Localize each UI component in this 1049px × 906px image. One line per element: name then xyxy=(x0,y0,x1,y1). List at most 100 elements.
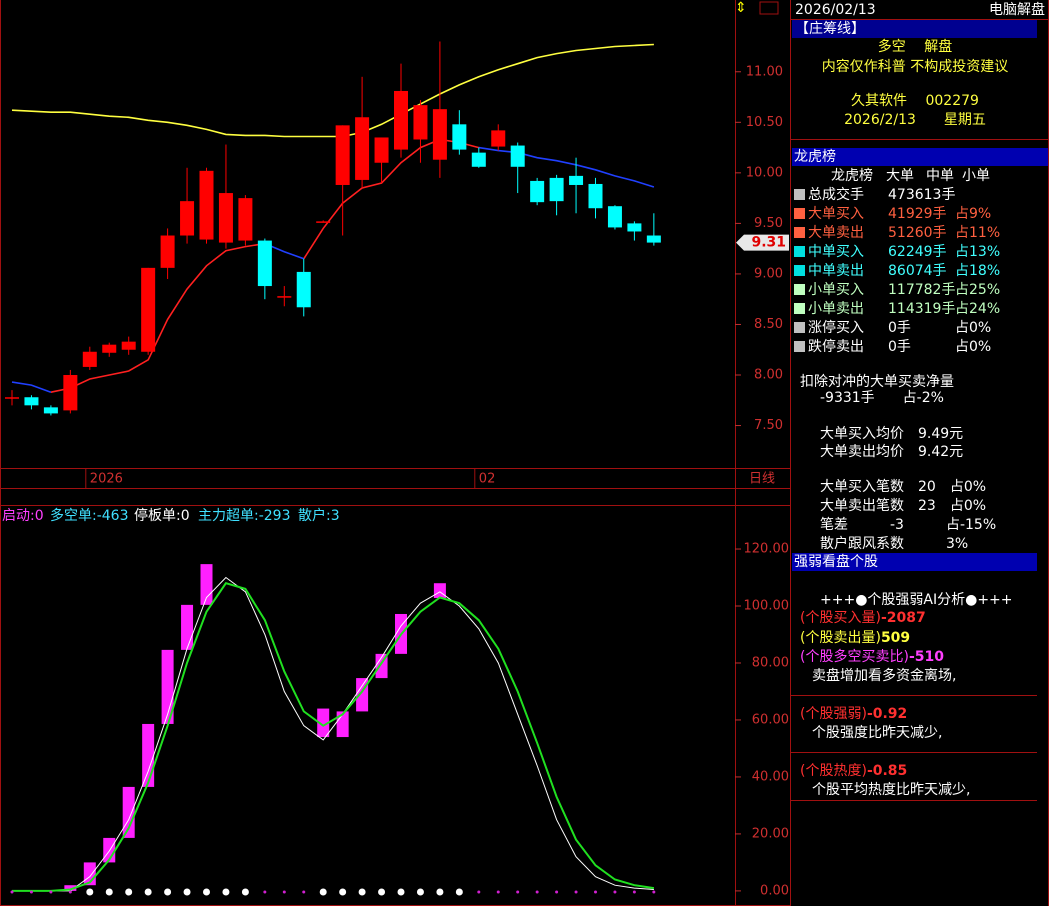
signal-dot xyxy=(496,890,500,894)
window-button[interactable] xyxy=(759,1,779,15)
row-label: 总成交手 xyxy=(808,186,864,203)
signal-dot xyxy=(29,890,33,894)
row-share: 占9% xyxy=(955,206,991,222)
signal-dot xyxy=(613,890,617,894)
signal-dot xyxy=(164,888,172,896)
legend-entry: 散户:3 xyxy=(298,507,340,524)
signal-dot xyxy=(339,888,347,896)
row-share: 占0% xyxy=(955,339,991,355)
swatch xyxy=(794,284,805,295)
signal-dot xyxy=(516,890,520,894)
panel-text: 内容仅作科普 不构成投资建议 xyxy=(822,58,1008,75)
scroll-icon[interactable]: ⇕ xyxy=(735,0,747,16)
row-label: 中单买入 xyxy=(808,244,864,260)
y-tick-label: 40.00 xyxy=(752,769,789,784)
row-share: 占11% xyxy=(955,225,1000,241)
indicator-line xyxy=(12,582,655,892)
candle-body xyxy=(82,351,97,367)
signal-dot xyxy=(302,890,306,894)
row-value: 86074手 xyxy=(888,263,947,279)
candle-body xyxy=(43,407,58,414)
signal-dot xyxy=(144,888,152,896)
y-tick-label: 80.00 xyxy=(752,655,789,670)
item-value: -0.92 xyxy=(867,706,907,722)
signal-bar xyxy=(433,583,446,599)
candle-body xyxy=(102,344,117,353)
y-tick-label: 60.00 xyxy=(752,712,789,727)
note: 大单买入笔数 20 占0% xyxy=(820,479,986,495)
y-tick-label: 120.00 xyxy=(744,542,790,557)
candle-body xyxy=(413,105,428,140)
signal-dot xyxy=(241,888,249,896)
row-share: 占24% xyxy=(955,301,1000,317)
item-value: -2087 xyxy=(881,610,926,626)
x-tick-label: 2026 xyxy=(90,472,123,487)
ma-line xyxy=(50,138,480,393)
candle-body xyxy=(296,271,311,308)
row-value: 114319手 xyxy=(888,301,955,317)
item-value: -510 xyxy=(909,649,944,665)
row-value: 0手 xyxy=(888,320,911,336)
candle-body xyxy=(549,177,564,202)
y-tick-label: 7.50 xyxy=(754,418,783,433)
panel-text: 多空 解盘 xyxy=(878,38,952,55)
candle-body xyxy=(238,198,253,241)
candle-body xyxy=(277,296,292,298)
signal-dot xyxy=(183,888,191,896)
signal-bar xyxy=(356,678,369,712)
legend-entry: 主力超单:-293 xyxy=(198,508,291,524)
x-tick-label: 02 xyxy=(479,472,496,487)
item-label: (个股卖出量)509 xyxy=(800,630,910,646)
candle-body xyxy=(491,130,506,147)
note: 大单卖出笔数 23 占0% xyxy=(820,498,986,514)
date: 2026/02/13 xyxy=(795,2,876,18)
y-tick-label: 10.50 xyxy=(746,115,783,130)
row-share: 占18% xyxy=(955,263,1000,279)
row-value: 0手 xyxy=(888,339,911,355)
candle-body xyxy=(607,206,622,228)
row-value: 41929手 xyxy=(888,206,947,222)
signal-dot xyxy=(632,890,636,894)
signal-dot xyxy=(574,890,578,894)
candle-body xyxy=(63,375,78,411)
swatch xyxy=(794,189,805,200)
y-tick-label: 8.00 xyxy=(754,368,783,383)
signal-dot xyxy=(125,888,133,896)
candle-body xyxy=(471,152,486,167)
row-label: 涨停买入 xyxy=(808,319,864,336)
signal-dot xyxy=(358,888,366,896)
y-tick-label: 9.50 xyxy=(754,216,783,231)
row-share: 占25% xyxy=(955,282,1000,298)
signal-bar xyxy=(122,786,135,838)
signal-dot xyxy=(105,888,113,896)
y-tick-label: 8.50 xyxy=(754,317,783,332)
section-title: 强弱看盘个股 xyxy=(794,553,878,570)
swatch xyxy=(794,322,805,333)
candle-body xyxy=(374,137,389,163)
signal-dot xyxy=(416,888,424,896)
y-tick-label: 20.00 xyxy=(752,826,789,841)
signal-dot xyxy=(652,890,656,894)
candle-body xyxy=(160,235,175,268)
swatch xyxy=(794,246,805,257)
signal-dot xyxy=(436,888,444,896)
candle-body xyxy=(199,170,214,240)
column-header: 龙虎榜 xyxy=(831,167,873,184)
last-price-tag xyxy=(736,234,789,251)
legend-entry: 启动:0 xyxy=(2,508,44,524)
row-label: 小单买入 xyxy=(808,282,864,298)
signal-dot xyxy=(455,888,463,896)
signal-dot xyxy=(49,890,53,894)
item-value: 509 xyxy=(881,630,910,646)
signal-bar xyxy=(317,708,330,738)
row-label: 大单卖出 xyxy=(808,225,864,241)
signal-dot xyxy=(203,888,210,896)
y-tick-label: 10.00 xyxy=(746,165,783,180)
candle-body xyxy=(5,397,19,399)
note: 个股平均热度比昨天减少, xyxy=(812,782,970,798)
signal-dot xyxy=(477,890,481,894)
row-share: 占0% xyxy=(955,320,991,336)
y-tick-label: 0.00 xyxy=(760,883,789,898)
